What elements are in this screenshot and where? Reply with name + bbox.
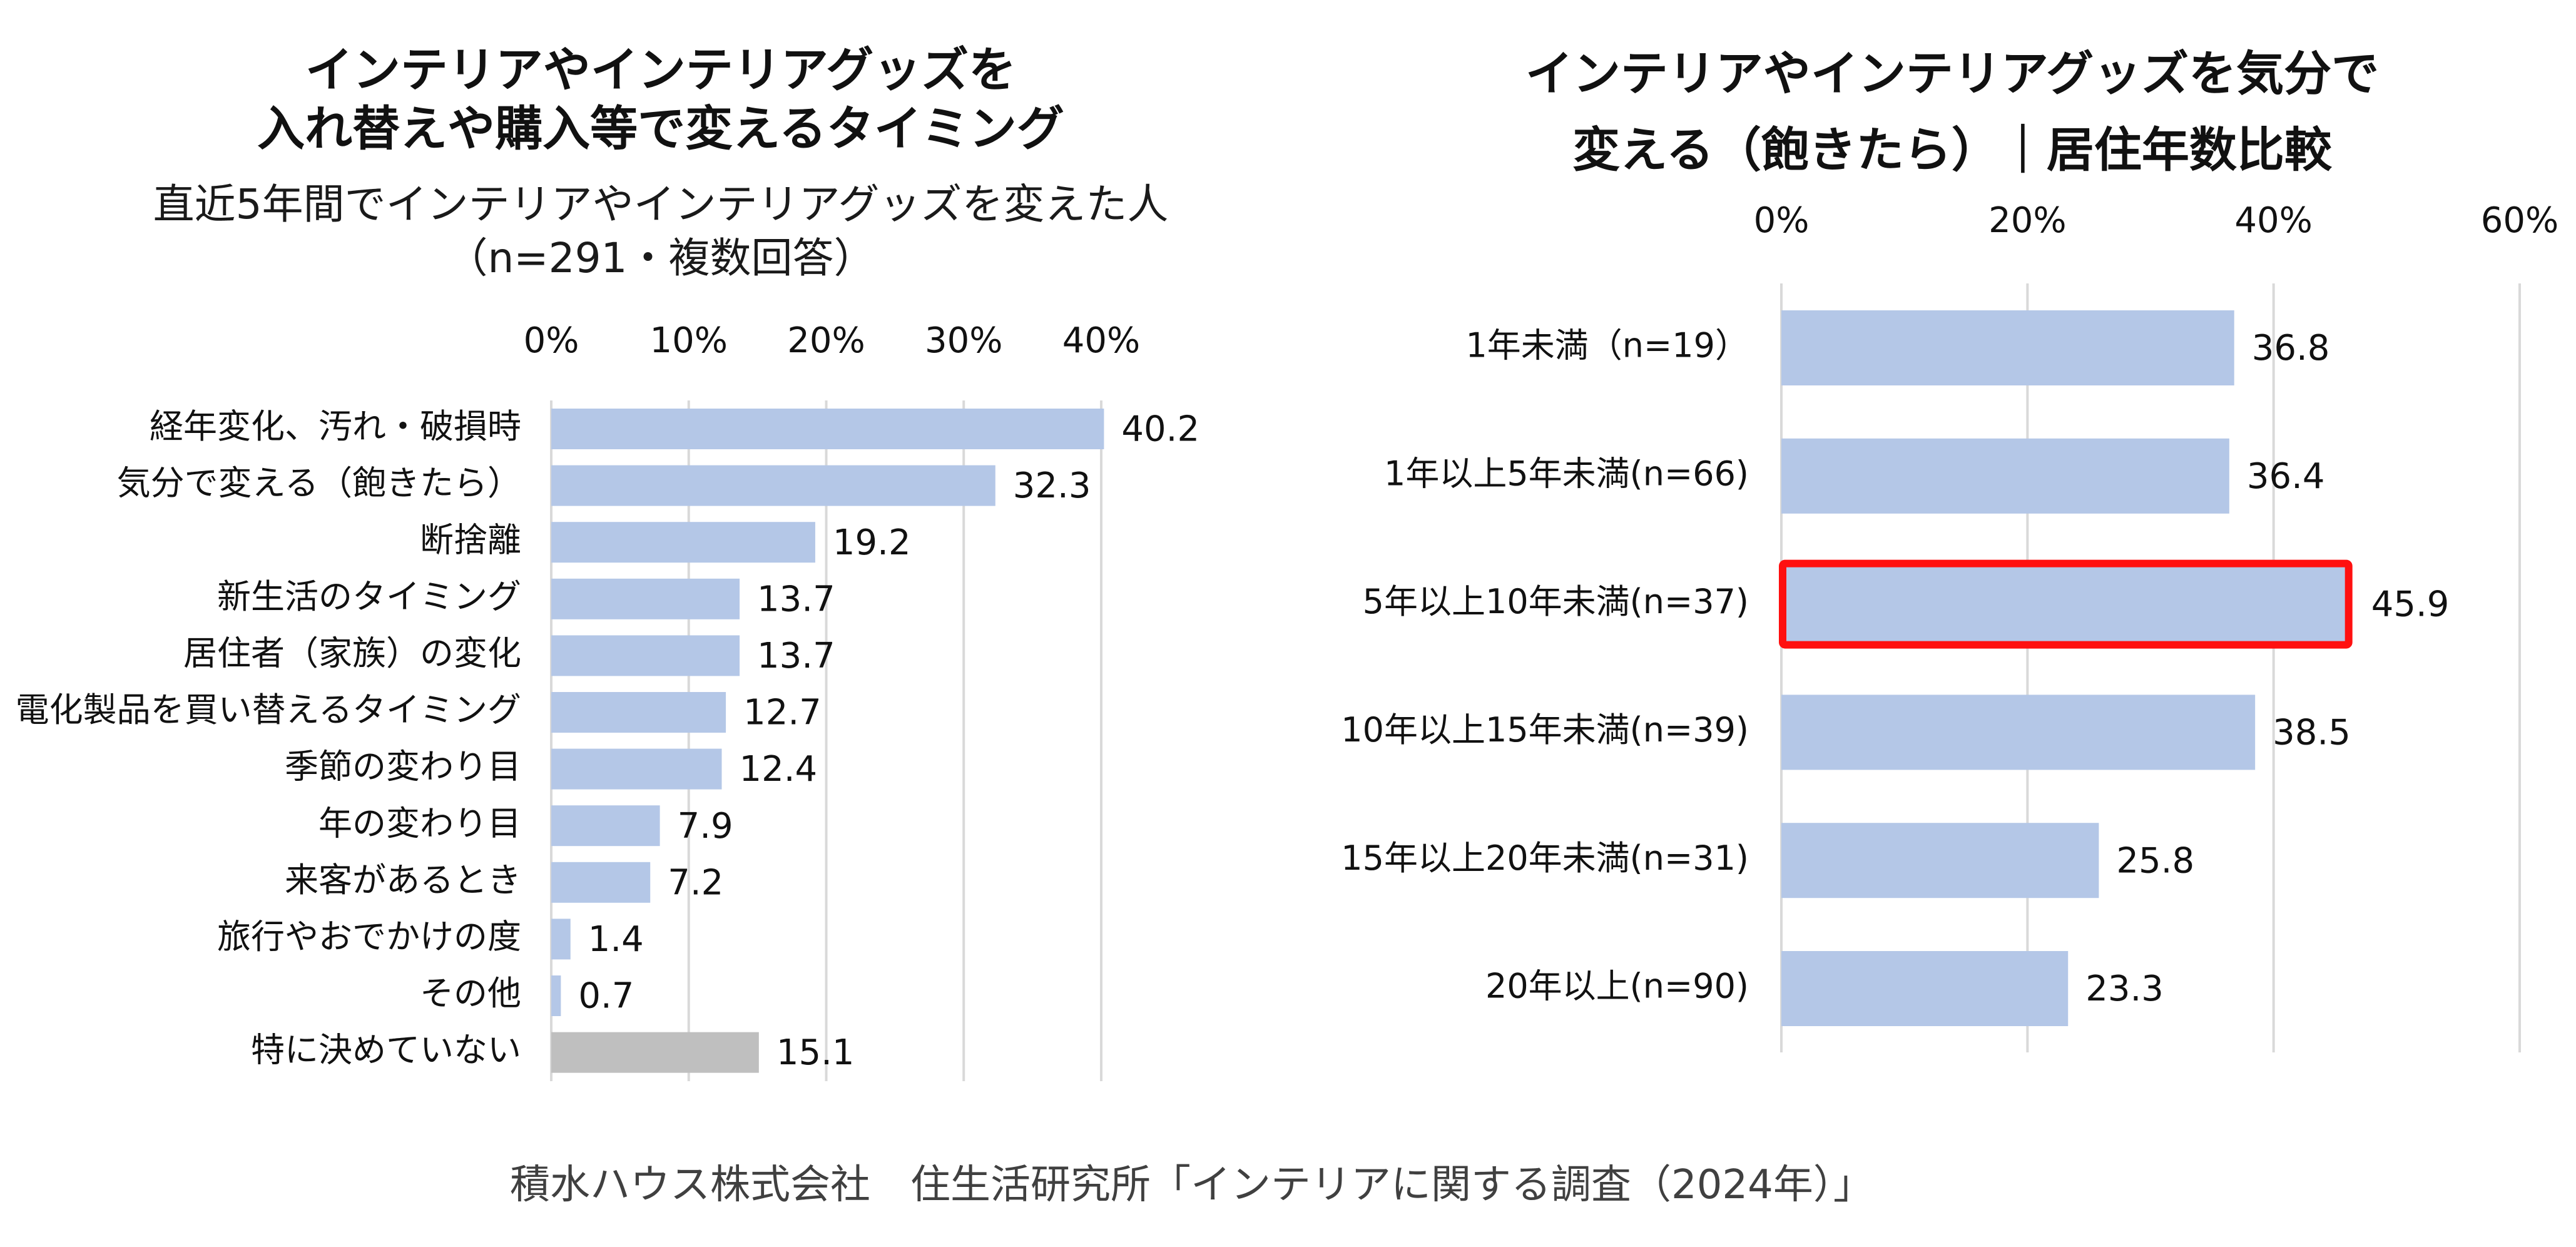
category-label: 1年未満（n=19） — [1465, 326, 1749, 365]
right-chart-title-line-2: 変える（飽きたら）｜居住年数比較 — [1572, 122, 2332, 178]
x-tick-label: 30% — [925, 320, 1002, 361]
right-chart: 0% 20% 40% 60% 1年未満（n=19） 36.8 1年以上5年未満(n=66) 3… — [1341, 200, 2558, 1052]
category-label: 15年以上20年未満(n=31) — [1341, 838, 1749, 878]
left-chart-subtitle-line-2: （n=291・複数回答） — [446, 234, 875, 282]
category-label: 電化製品を買い替えるタイミング — [16, 690, 521, 730]
x-tick-label: 0% — [1754, 200, 1810, 241]
value-label: 7.9 — [678, 806, 733, 847]
value-label: 45.9 — [2371, 584, 2450, 625]
category-label: その他 — [420, 974, 521, 1013]
category-label: 気分で変える（飽きたら） — [117, 464, 521, 503]
bar — [551, 1032, 759, 1073]
bar — [551, 862, 651, 903]
bar — [1781, 310, 2234, 385]
value-label: 12.4 — [739, 749, 817, 790]
value-label: 40.2 — [1121, 409, 1199, 450]
category-label: 新生活のタイミング — [217, 577, 521, 616]
bar — [551, 805, 660, 847]
bar — [551, 578, 740, 619]
bar — [1781, 438, 2229, 514]
value-label: 0.7 — [578, 976, 634, 1017]
category-label: 1年以上5年未満(n=66) — [1384, 454, 1749, 493]
value-label: 19.2 — [833, 522, 911, 563]
x-tick-label: 40% — [2234, 200, 2312, 241]
category-label: 居住者（家族）の変化 — [183, 634, 521, 673]
category-label: 10年以上15年未満(n=39) — [1341, 710, 1749, 750]
x-tick-label: 0% — [524, 320, 579, 361]
highlight-outline — [1779, 559, 2353, 649]
value-label: 32.3 — [1013, 466, 1091, 506]
bar — [551, 919, 571, 960]
category-label: 20年以上(n=90) — [1485, 967, 1749, 1006]
bar — [551, 465, 995, 506]
x-tick-label: 10% — [650, 320, 728, 361]
bar — [1781, 823, 2099, 898]
left-chart-subtitle-line-1: 直近5年間でインテリアやインテリアグッズを変えた人 — [153, 180, 1169, 228]
value-label: 15.1 — [776, 1032, 855, 1073]
value-label: 23.3 — [2085, 969, 2164, 1009]
category-label: 経年変化、汚れ・破損時 — [150, 407, 521, 446]
category-label: 旅行やおでかけの度 — [217, 917, 521, 957]
source-footer: 積水ハウス株式会社 住生活研究所「インテリアに関する調査（2024年）」 — [510, 1162, 1873, 1208]
category-label: 特に決めていない — [251, 1031, 521, 1070]
x-tick-label: 20% — [1988, 200, 2066, 241]
bar — [551, 522, 815, 563]
category-label: 来客があるとき — [285, 860, 521, 900]
category-label: 5年以上10年未満(n=37) — [1363, 582, 1749, 621]
bar — [551, 635, 740, 676]
category-label: 季節の変わり目 — [285, 747, 521, 786]
category-label: 年の変わり目 — [318, 803, 521, 843]
value-label: 7.2 — [668, 862, 723, 903]
category-label: 断捨離 — [420, 520, 521, 559]
left-chart-title-line-1: インテリアやインテリアグッズを — [305, 42, 1017, 98]
bar — [1781, 695, 2256, 770]
bar — [551, 409, 1104, 449]
bar — [1781, 566, 2346, 642]
x-tick-label: 60% — [2481, 200, 2558, 241]
bar — [551, 692, 726, 733]
value-label: 12.7 — [743, 693, 822, 733]
bar — [551, 975, 561, 1016]
value-label: 36.4 — [2247, 456, 2325, 497]
x-tick-label: 20% — [787, 320, 865, 361]
value-label: 1.4 — [588, 919, 644, 960]
right-chart-title-line-1: インテリアやインテリアグッズを気分で — [1525, 46, 2380, 101]
bar — [1781, 951, 2069, 1026]
value-label: 13.7 — [757, 579, 835, 619]
left-chart: 0% 10% 20% 30% 40% 経年変化、汚れ・破損時 40.2 気分で変える（飽きたら… — [16, 320, 1199, 1081]
x-tick-label: 40% — [1062, 320, 1140, 361]
value-label: 13.7 — [757, 636, 835, 676]
value-label: 36.8 — [2252, 328, 2330, 369]
left-chart-title-line-2: 入れ替えや購入等で変えるタイミング — [257, 101, 1064, 156]
bar — [551, 748, 722, 790]
value-label: 38.5 — [2273, 713, 2351, 753]
value-label: 25.8 — [2116, 840, 2194, 881]
